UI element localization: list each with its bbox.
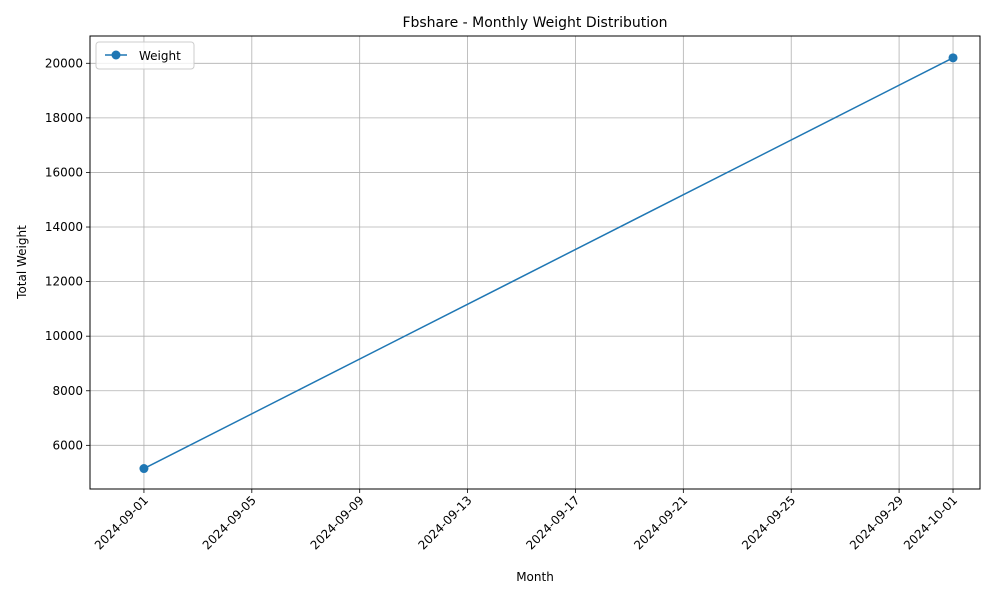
- series-layer: [139, 53, 958, 474]
- chart-title: Fbshare - Monthly Weight Distribution: [402, 15, 667, 31]
- y-tick-label: 8000: [52, 384, 83, 398]
- x-axis-label: Month: [516, 570, 554, 584]
- y-tick-label: 16000: [45, 165, 83, 179]
- series-line-weight: [143, 57, 954, 470]
- y-tick-label: 12000: [45, 275, 83, 289]
- plot-frame: [89, 35, 981, 490]
- y-axis-label: Total Weight: [15, 225, 29, 300]
- y-tick-label: 6000: [52, 438, 83, 452]
- legend-box: [95, 41, 195, 70]
- data-point: [948, 53, 958, 63]
- grid-lines: [90, 36, 980, 489]
- y-tick-label: 14000: [45, 220, 83, 234]
- legend-label-weight: Weight: [139, 49, 181, 63]
- legend-marker-swatch: [111, 50, 121, 60]
- legend: Weight: [95, 41, 195, 70]
- y-tick-label: 10000: [45, 329, 83, 343]
- y-tick-label: 18000: [45, 111, 83, 125]
- data-point: [139, 464, 149, 474]
- y-tick-label: 20000: [45, 56, 83, 70]
